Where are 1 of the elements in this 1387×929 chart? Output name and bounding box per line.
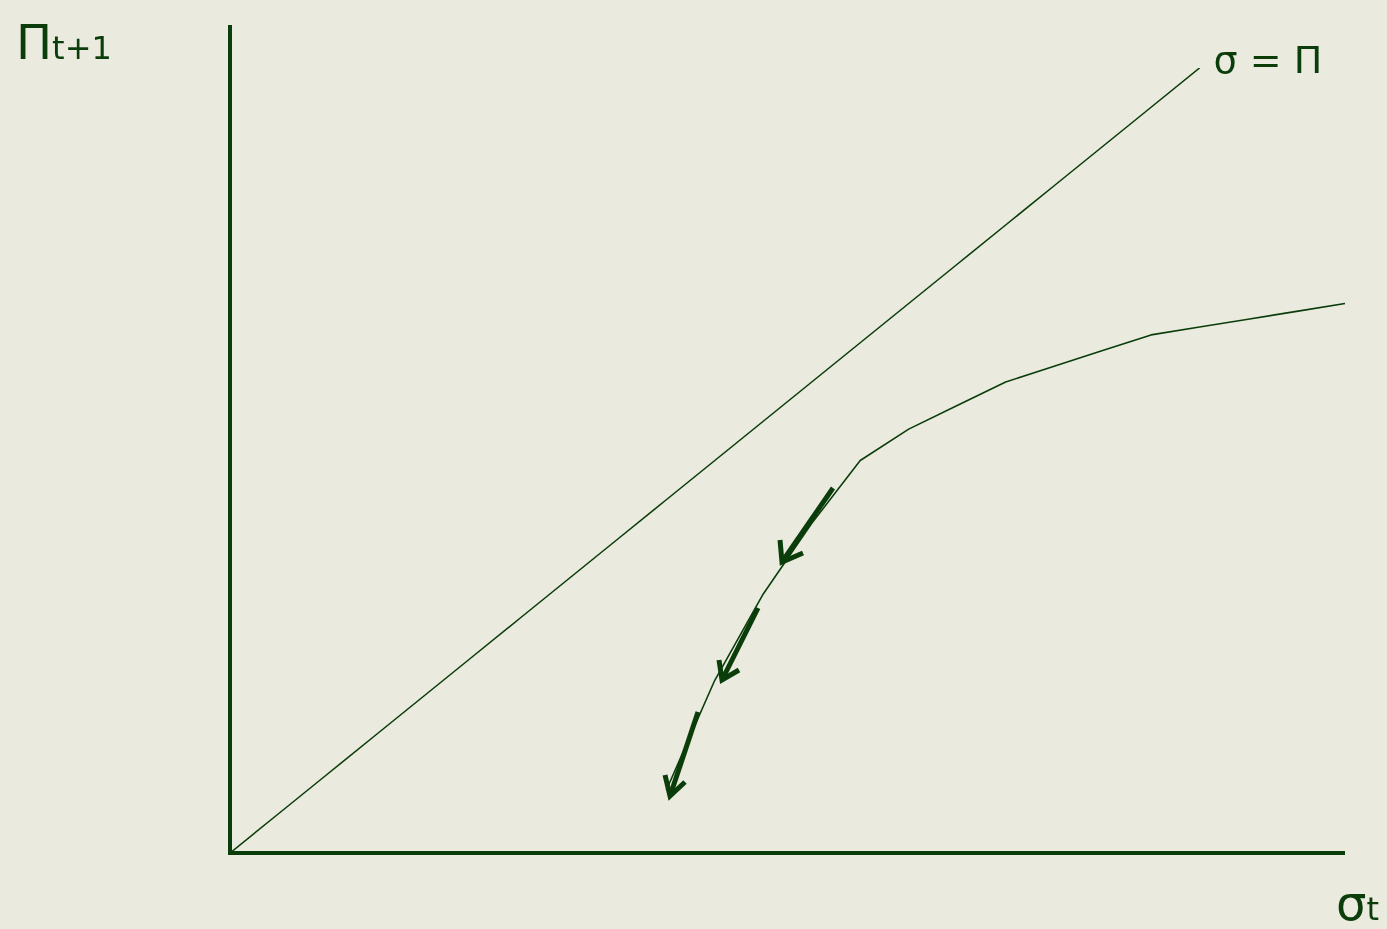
- series-label: σ = Π: [1213, 37, 1323, 82]
